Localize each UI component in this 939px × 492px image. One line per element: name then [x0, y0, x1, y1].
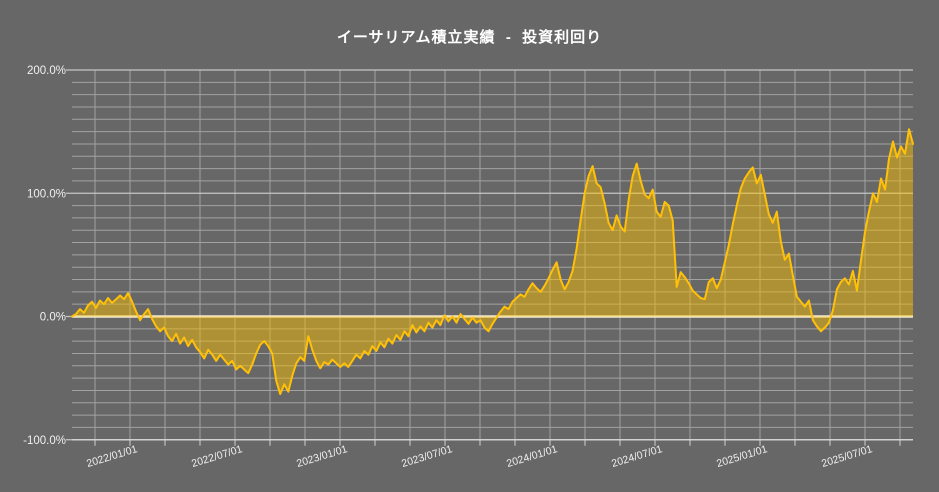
x-axis-label: 2024/01/01 — [505, 443, 559, 470]
y-axis-label: 200.0% — [27, 65, 66, 77]
x-axis-label: 2025/01/01 — [715, 443, 769, 470]
x-axis-label: 2023/01/01 — [295, 443, 349, 470]
x-axis-label: 2024/07/01 — [610, 443, 664, 470]
chart-title: イーサリアム積立実績 - 投資利回り — [336, 29, 603, 46]
series-area — [72, 129, 913, 395]
series-line — [71, 128, 914, 396]
x-axis-label: 2022/01/01 — [85, 443, 139, 470]
y-axis-label: 100.0% — [27, 188, 66, 200]
y-axis-label: 0.0% — [40, 312, 66, 324]
x-axis-label: 2022/07/01 — [190, 443, 244, 470]
y-axis-label: -100.0% — [23, 435, 66, 447]
x-axis-label: 2023/07/01 — [400, 443, 454, 470]
x-axis-label: 2025/07/01 — [820, 443, 874, 470]
